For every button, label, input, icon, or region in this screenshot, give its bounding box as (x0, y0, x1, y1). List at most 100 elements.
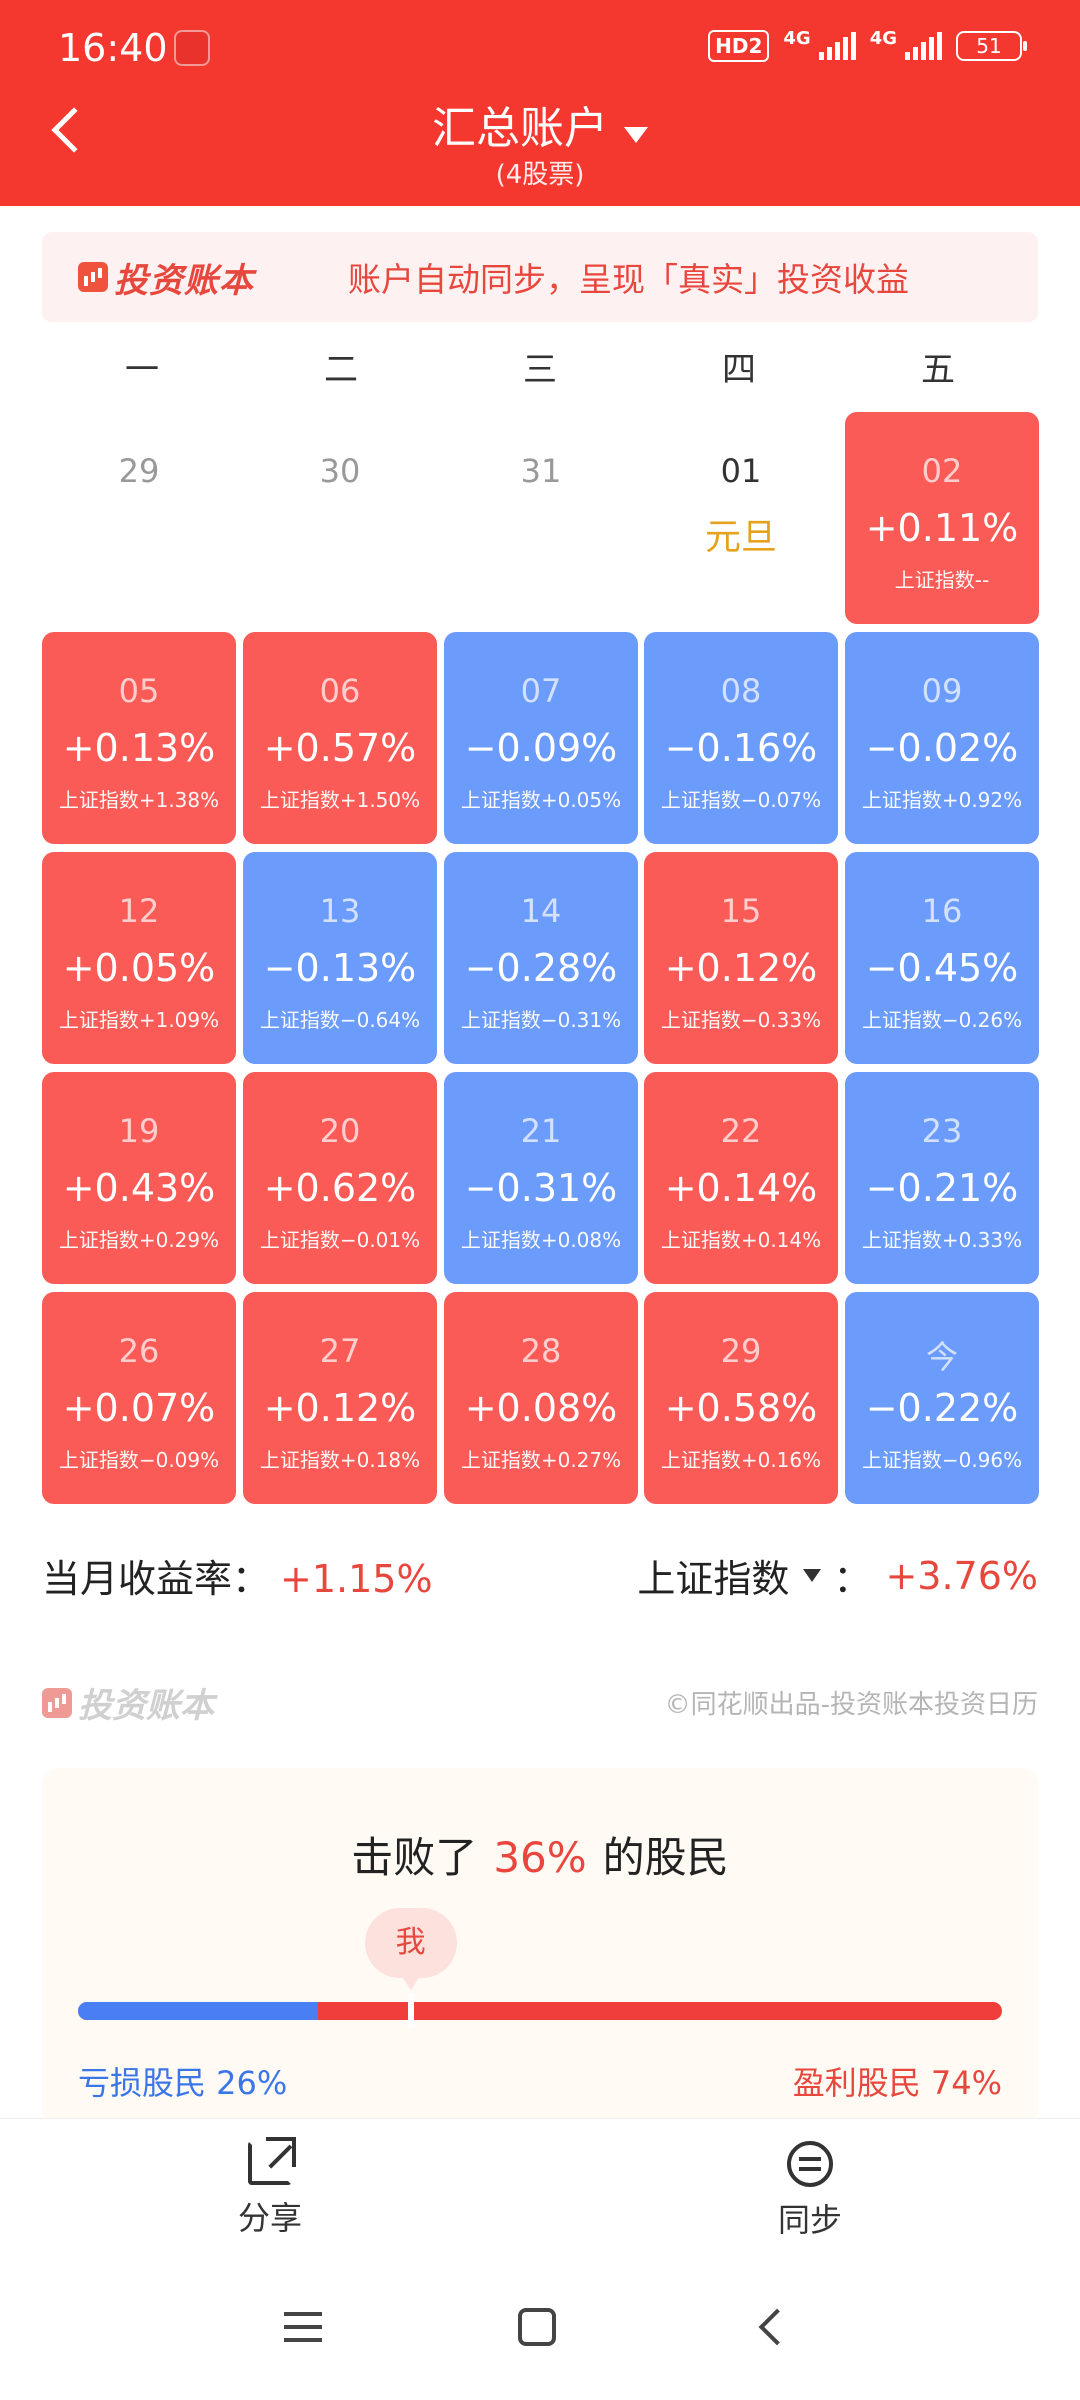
day-return: −0.02% (865, 726, 1019, 770)
status-indicators: HD2 4G 4G 51 (708, 27, 1027, 62)
beat-title: 击败了 36% 的股民 (42, 1824, 1038, 1885)
day-number: 21 (520, 1112, 562, 1150)
header: 16:40 HD2 4G 4G 51 汇总账户 (4股票) (0, 0, 1080, 206)
day-return: +0.05% (62, 946, 216, 990)
calendar-day-cell[interactable]: 23 −0.21% 上证指数+0.33% (845, 1072, 1039, 1284)
day-number: 08 (720, 672, 762, 710)
share-button[interactable]: 分享 (210, 2137, 330, 2239)
day-return: −0.28% (464, 946, 618, 990)
day-number: 19 (118, 1112, 160, 1150)
calendar-day-cell[interactable]: 05 +0.13% 上证指数+1.38% (42, 632, 236, 844)
home-icon[interactable] (518, 2308, 556, 2346)
day-number: 09 (921, 672, 963, 710)
day-number: 12 (118, 892, 160, 930)
index-selector[interactable]: 上证指数 ： +3.76% (637, 1548, 1038, 1603)
monthly-return-value: +1.15% (280, 1557, 433, 1601)
network-label-2: 4G (869, 27, 897, 49)
ledger-logo-icon (78, 262, 108, 292)
brand-name: 投资账本 (114, 260, 254, 301)
calendar-day-cell[interactable]: 26 +0.07% 上证指数−0.09% (42, 1292, 236, 1504)
calendar-day-cell[interactable]: 13 −0.13% 上证指数−0.64% (243, 852, 437, 1064)
copyright-text: ©同花顺出品-投资账本投资日历 (664, 1690, 1038, 1720)
calendar-day-cell[interactable]: 15 +0.12% 上证指数−0.33% (644, 852, 838, 1064)
calendar-day-cell[interactable]: 06 +0.57% 上证指数+1.50% (243, 632, 437, 844)
day-number: 29 (720, 1332, 762, 1370)
day-number: 26 (118, 1332, 160, 1370)
share-icon (248, 2137, 296, 2185)
index-change: 上证指数−0.64% (259, 1008, 421, 1032)
calendar-day-cell[interactable]: 08 −0.16% 上证指数−0.07% (644, 632, 838, 844)
calendar-day-cell[interactable]: 07 −0.09% 上证指数+0.05% (444, 632, 638, 844)
calendar-day-cell[interactable]: 29 +0.58% 上证指数+0.16% (644, 1292, 838, 1504)
day-number: 07 (520, 672, 562, 710)
sync-label: 同步 (777, 2201, 842, 2239)
index-colon: ： (833, 1557, 872, 1601)
index-label: 上证指数 (637, 1557, 790, 1601)
weekday-label: 一 (125, 350, 159, 390)
app-notification-icon (174, 30, 210, 66)
calendar-day-cell[interactable]: 21 −0.31% 上证指数+0.08% (444, 1072, 638, 1284)
day-number: 29 (118, 452, 160, 490)
calendar-day-cell[interactable]: 27 +0.12% 上证指数+0.18% (243, 1292, 437, 1504)
index-change: 上证指数−0.07% (660, 788, 822, 812)
day-return: −0.21% (865, 1166, 1019, 1210)
day-return: +0.13% (62, 726, 216, 770)
day-number: 今 (925, 1338, 958, 1376)
page-subtitle: (4股票) (495, 160, 585, 190)
day-return: +0.08% (464, 1386, 618, 1430)
nav-back-icon[interactable] (758, 2308, 796, 2346)
battery-icon: 51 (956, 31, 1027, 61)
calendar-day-cell[interactable]: 16 −0.45% 上证指数−0.26% (845, 852, 1039, 1064)
day-return: −0.16% (664, 726, 818, 770)
calendar-day-cell[interactable]: 09 −0.02% 上证指数+0.92% (845, 632, 1039, 844)
beat-prefix: 击败了 (351, 1833, 478, 1882)
weekday-label: 三 (523, 350, 557, 390)
index-change: 上证指数−0.31% (460, 1008, 622, 1032)
day-number: 05 (118, 672, 160, 710)
calendar-day-cell[interactable]: 02 +0.11% 上证指数-- (845, 412, 1039, 624)
monthly-return-label: 当月收益率： (42, 1557, 271, 1601)
bottom-action-bar: 分享 同步 (0, 2118, 1080, 2264)
day-number: 28 (520, 1332, 562, 1370)
day-number: 15 (720, 892, 762, 930)
calendar-day-cell[interactable]: 22 +0.14% 上证指数+0.14% (644, 1072, 838, 1284)
brand-logo: 投资账本 (78, 253, 254, 302)
calendar-day-cell[interactable]: 19 +0.43% 上证指数+0.29% (42, 1072, 236, 1284)
day-return: +0.11% (865, 506, 1019, 550)
calendar-day-cell[interactable]: 20 +0.62% 上证指数−0.01% (243, 1072, 437, 1284)
status-time: 16:40 (58, 26, 168, 70)
day-return: +0.57% (263, 726, 417, 770)
index-change: 上证指数+0.08% (460, 1228, 622, 1252)
dropdown-caret-icon (803, 1569, 822, 1582)
account-selector[interactable]: 汇总账户 (0, 92, 1080, 156)
index-change: 上证指数+0.16% (660, 1448, 822, 1472)
day-number: 01 (720, 452, 762, 490)
page-title: 汇总账户 (432, 103, 608, 154)
calendar-day-cell[interactable]: 12 +0.05% 上证指数+1.09% (42, 852, 236, 1064)
menu-icon[interactable] (284, 2312, 322, 2342)
index-change: 上证指数-- (894, 568, 990, 592)
day-return: +0.12% (664, 946, 818, 990)
weekday-label: 二 (324, 350, 358, 390)
calendar-day-cell[interactable]: 28 +0.08% 上证指数+0.27% (444, 1292, 638, 1504)
day-return: −0.09% (464, 726, 618, 770)
index-change: 上证指数+1.09% (58, 1008, 220, 1032)
index-change: 上证指数+0.33% (861, 1228, 1023, 1252)
day-number: 02 (921, 452, 963, 490)
promo-banner[interactable]: 投资账本 账户自动同步，呈现「真实」投资收益 (42, 232, 1038, 322)
calendar-day-cell[interactable]: 今 −0.22% 上证指数−0.96% (845, 1292, 1039, 1504)
index-change: 上证指数−0.33% (660, 1008, 822, 1032)
index-change: 上证指数−0.96% (861, 1448, 1023, 1472)
calendar-day-prev: 31 (444, 412, 638, 624)
sync-button[interactable]: 同步 (750, 2141, 870, 2241)
calendar-day-holiday[interactable]: 01 元旦 (644, 412, 838, 624)
weekday-label: 四 (722, 350, 756, 390)
day-return: +0.07% (62, 1386, 216, 1430)
day-number: 30 (319, 452, 361, 490)
day-return: +0.62% (263, 1166, 417, 1210)
footer-brand-name: 投资账本 (78, 1686, 214, 1726)
beat-percent: 36% (493, 1833, 587, 1882)
calendar-day-cell[interactable]: 14 −0.28% 上证指数−0.31% (444, 852, 638, 1064)
hd-badge: HD2 (708, 30, 770, 62)
